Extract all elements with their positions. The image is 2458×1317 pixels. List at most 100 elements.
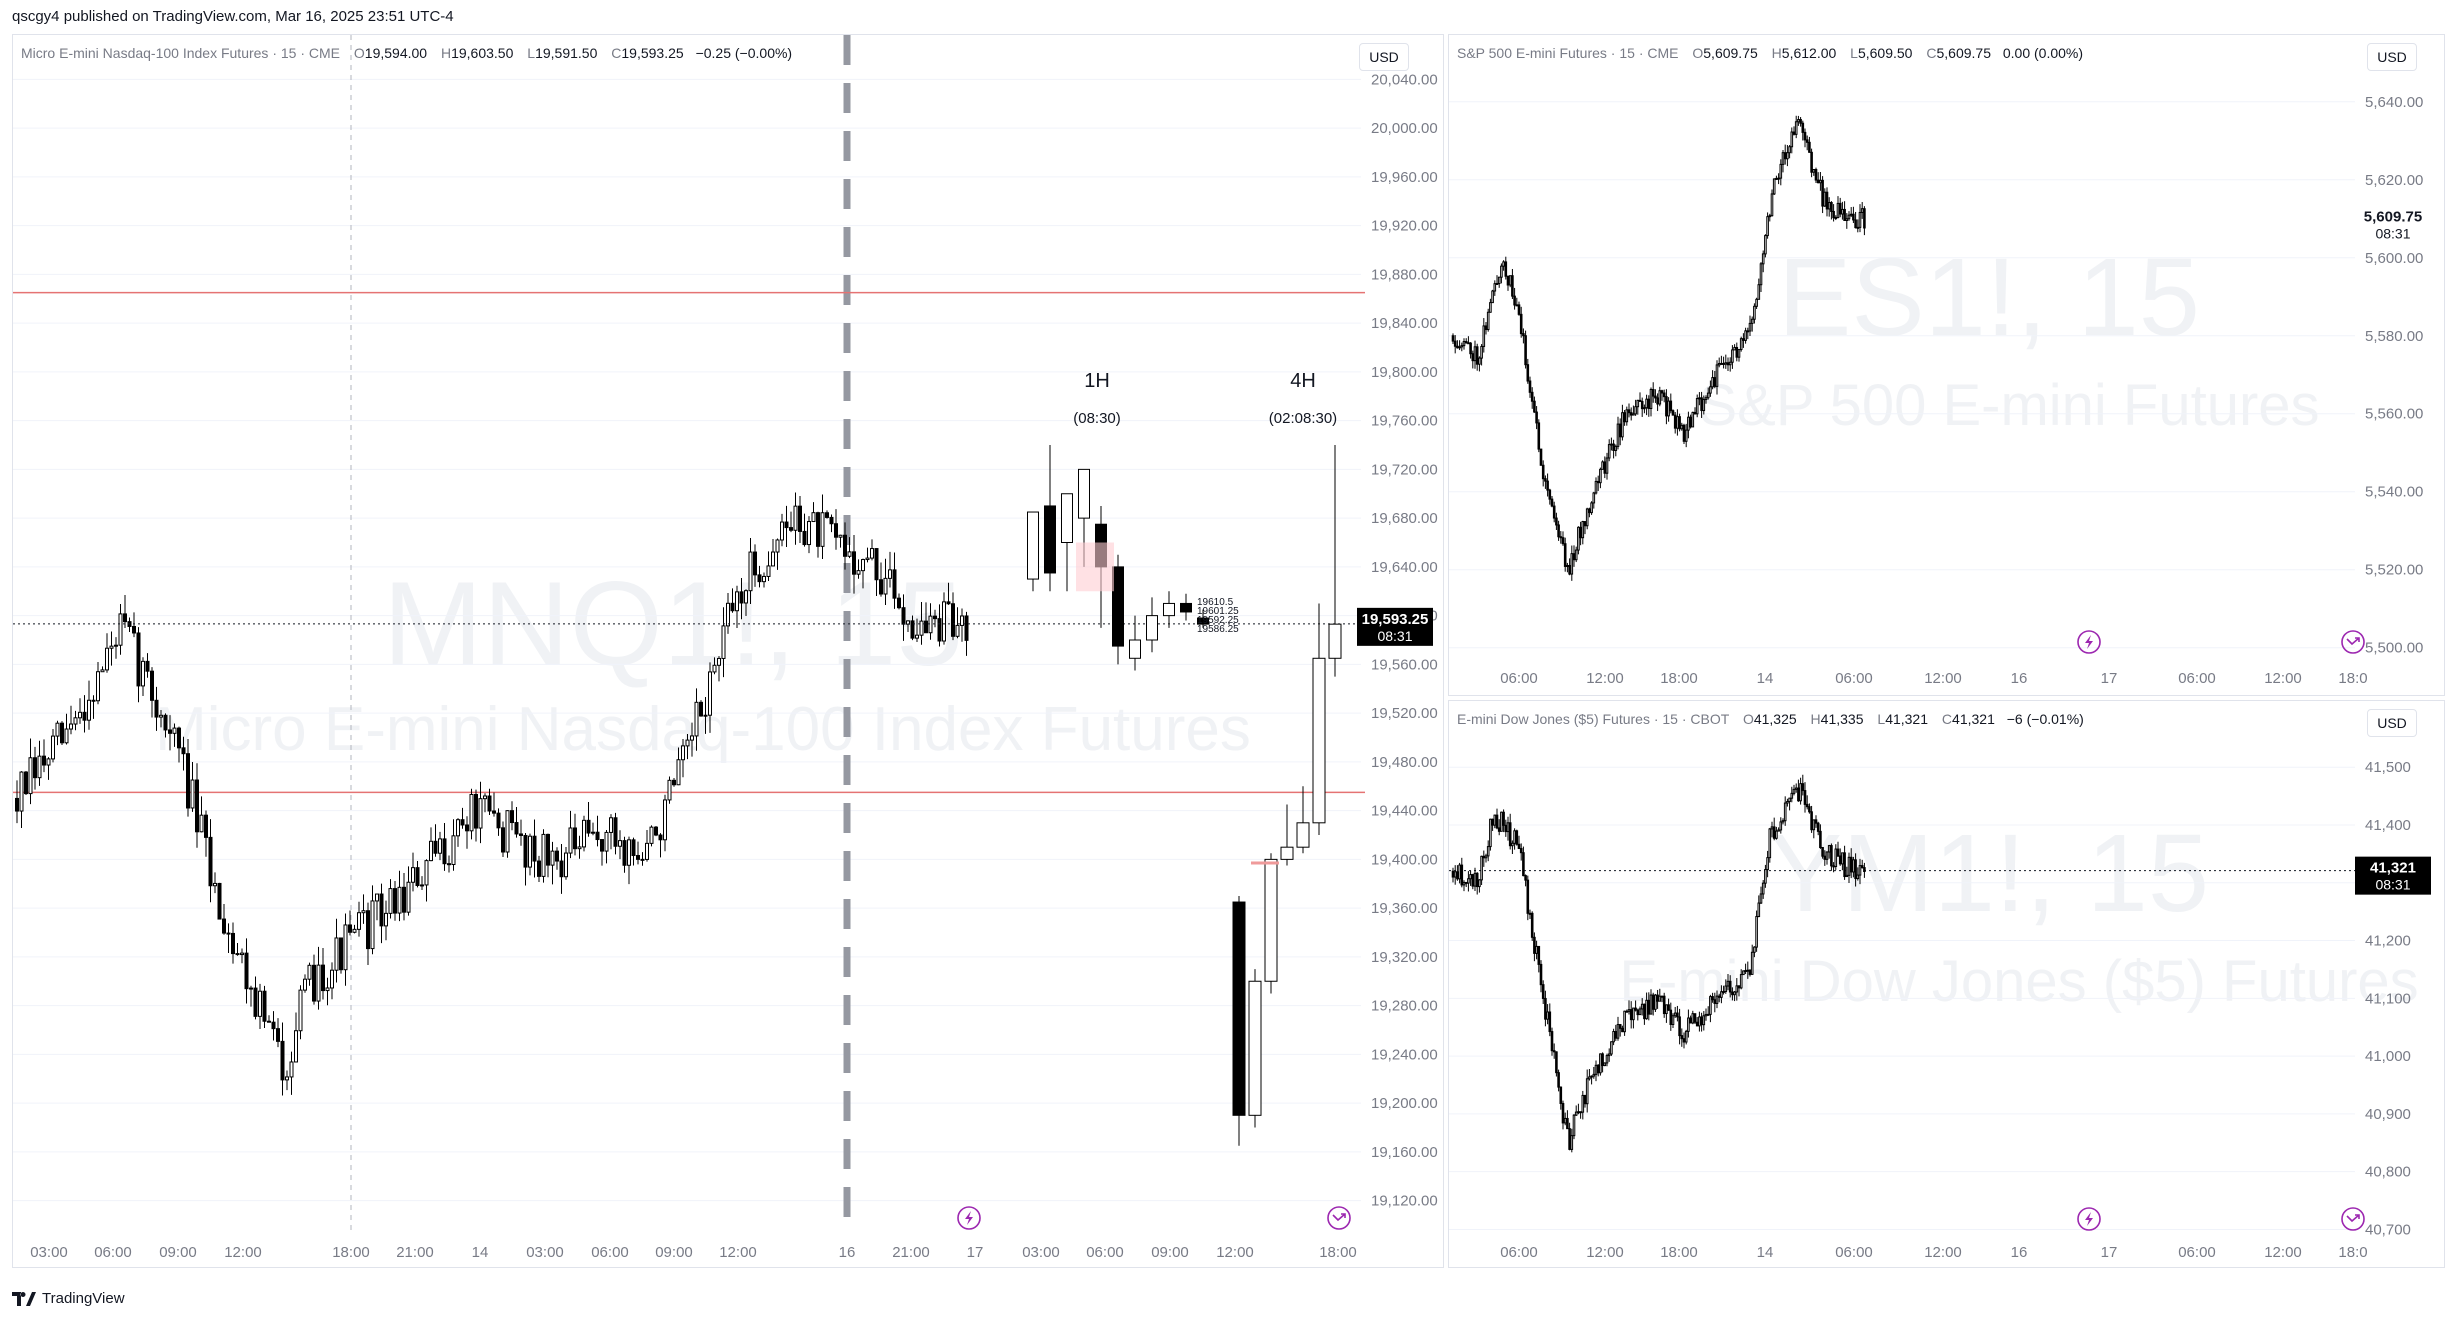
ym-candle — [1658, 995, 1662, 1002]
es-high: 5,612.00 — [1781, 45, 1837, 61]
es-candle — [1592, 492, 1596, 504]
ym-candle — [1524, 875, 1527, 881]
mnq-candle — [717, 657, 721, 666]
mnq-candle — [69, 723, 73, 730]
mnq-candle — [258, 990, 262, 1017]
ym-chart-svg[interactable]: YM1!, 15E-mini Dow Jones ($5) Futures41,… — [1449, 701, 2444, 1267]
mnq-mini-level-label: 19592.25 — [1197, 615, 1239, 626]
ym-candle — [1526, 879, 1530, 914]
es-price-tag-value: 5,609.75 — [2364, 209, 2422, 226]
mnq-x-tick: 18:00 — [332, 1244, 370, 1261]
ym-candle — [1863, 867, 1866, 873]
mnq-candle — [847, 551, 852, 557]
ym-currency-button[interactable]: USD — [2367, 709, 2417, 737]
mnq-candle — [96, 671, 100, 702]
ym-candle — [1667, 1004, 1670, 1011]
es-go-to-realtime-icon — [2341, 630, 2365, 654]
es-candle — [1838, 202, 1842, 215]
mnq-candle — [807, 521, 811, 546]
mnq-1h-candle — [1180, 602, 1192, 613]
mnq-candle — [28, 757, 33, 795]
ym-legend: E-mini Dow Jones ($5) Futures · 15 · CBO… — [1457, 711, 2084, 727]
mnq-candle — [208, 836, 213, 887]
es-chart-svg[interactable]: ES1!, 15 S&P 500 E-mini Futures 5,640.00 5,… — [1449, 35, 2444, 695]
es-candle — [1849, 213, 1853, 216]
mnq-candle — [690, 735, 694, 741]
ym-price-tag-countdown: 08:31 — [2375, 877, 2410, 893]
es-candle — [1544, 478, 1547, 482]
mnq-4h-candle — [1264, 858, 1278, 982]
mnq-lightning-glyph — [965, 1211, 973, 1225]
es-candle — [1522, 333, 1525, 337]
es-candle — [1832, 210, 1835, 219]
es-candle — [1803, 131, 1807, 141]
ym-candle — [1471, 874, 1475, 887]
ym-chart-panel[interactable]: YM1!, 15 E-mini Dow Jones ($5) Futures 41,… — [1448, 700, 2445, 1268]
mnq-1h-candle — [1061, 493, 1073, 543]
ym-candle — [1843, 852, 1846, 878]
es-change: 0.00 (0.00%) — [2002, 45, 2084, 61]
mnq-candle — [19, 771, 24, 812]
mnq-candle — [163, 714, 168, 731]
mnq-candle — [240, 952, 244, 956]
es-candle — [1513, 295, 1516, 306]
ym-candle — [1698, 1016, 1701, 1027]
ym-candle — [1489, 818, 1492, 848]
es-candle — [1805, 139, 1809, 143]
mnq-candle — [361, 910, 366, 914]
ym-candle — [1495, 814, 1499, 829]
es-candle — [1574, 549, 1578, 561]
es-candle — [1627, 409, 1631, 414]
mnq-candle — [735, 591, 739, 612]
ym-candle — [1860, 865, 1864, 869]
es-chart-panel[interactable]: ES1!, 15 S&P 500 E-mini Futures 5,640.00 5,… — [1448, 34, 2445, 696]
mnq-x-tick: 12:00 — [1216, 1244, 1254, 1261]
es-y-tick: 5,520.00 — [2365, 562, 2423, 579]
mnq-candle — [636, 855, 640, 860]
es-candle — [1728, 361, 1732, 366]
mnq-candle — [919, 620, 924, 636]
ym-change: −6 (−0.01%) — [2006, 711, 2084, 727]
es-x-tick: 18:00 — [1660, 670, 1698, 687]
mnq-candle — [348, 924, 352, 933]
mnq-chart-panel[interactable]: MNQ1!, 15 Micro E-mini Nasdaq-100 Index F… — [12, 34, 1444, 1268]
es-candle — [1691, 411, 1695, 428]
mnq-candle — [780, 521, 784, 541]
mnq-candle — [303, 978, 307, 991]
mnq-candle — [582, 819, 586, 848]
mnq-y-tick: 19,160.00 — [1371, 1144, 1438, 1161]
ym-x-tick: 18:0 — [2338, 1244, 2367, 1261]
mnq-candle — [181, 747, 186, 755]
mnq-y-tick: 19,640.00 — [1371, 559, 1438, 576]
es-candle — [1504, 261, 1508, 277]
mnq-candle — [672, 779, 676, 786]
mnq-candle — [874, 548, 879, 581]
es-candle — [1588, 508, 1591, 514]
ym-candle — [1656, 994, 1659, 1002]
es-currency-button[interactable]: USD — [2367, 43, 2417, 71]
ym-candle — [1486, 846, 1490, 857]
mnq-y-tick: 19,200.00 — [1371, 1095, 1438, 1112]
mnq-currency-button[interactable]: USD — [1359, 43, 1409, 71]
mnq-4h-candle — [1248, 980, 1262, 1116]
es-candle — [1858, 211, 1862, 228]
es-candle — [1709, 386, 1712, 394]
es-candle — [1614, 445, 1618, 451]
es-legend: S&P 500 E-mini Futures · 15 · CME O5,609… — [1457, 45, 2084, 61]
ym-candle — [1715, 995, 1719, 1004]
es-candle — [1750, 318, 1754, 324]
ym-y-tick: 41,100 — [2365, 990, 2411, 1007]
mnq-legend-title: Micro E-mini Nasdaq-100 Index Futures · … — [21, 45, 340, 61]
mnq-candle — [78, 711, 82, 719]
es-candle — [1634, 406, 1637, 415]
es-candle — [1786, 152, 1789, 160]
ym-candle — [1581, 1094, 1585, 1113]
mnq-candle — [654, 826, 658, 836]
ym-candle — [1830, 845, 1833, 867]
ym-candle — [1522, 852, 1525, 877]
es-candle — [1821, 179, 1824, 207]
mnq-candle — [217, 882, 222, 920]
mnq-candle — [420, 884, 424, 887]
mnq-candle — [294, 1030, 298, 1063]
